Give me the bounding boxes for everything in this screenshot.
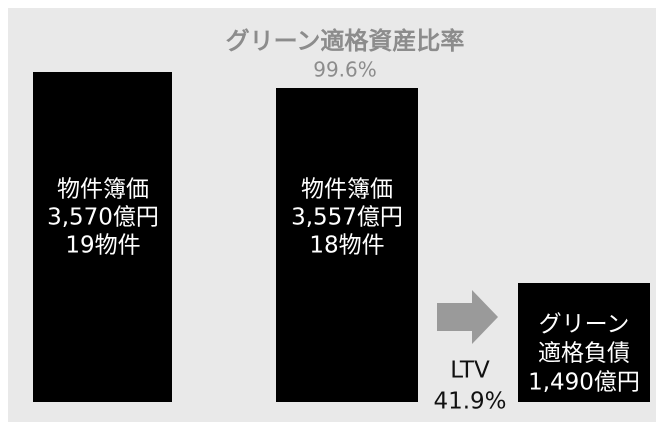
block	[276, 88, 418, 402]
ltv-label: LTV	[450, 358, 490, 384]
arrow	[437, 290, 498, 344]
block-text: 物件簿価	[57, 177, 149, 203]
block-text: 3,557億円	[291, 205, 403, 231]
block	[518, 283, 650, 402]
block-text: グリーン	[539, 312, 630, 338]
title: グリーン適格資産比率	[226, 27, 465, 55]
block-text: 物件簿価	[301, 177, 393, 203]
block-text: 18物件	[309, 233, 384, 259]
block-text: 1,490億円	[528, 370, 640, 396]
block-text: 19物件	[65, 233, 140, 259]
block-text: 適格負債	[538, 341, 630, 367]
ratio: 99.6%	[313, 58, 377, 82]
block	[33, 72, 172, 402]
block-text: 3,570億円	[47, 205, 159, 231]
ltv-value: 41.9%	[433, 389, 506, 415]
